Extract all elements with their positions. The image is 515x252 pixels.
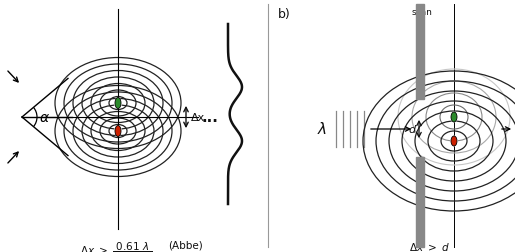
- Ellipse shape: [115, 126, 121, 137]
- Text: α: α: [40, 111, 48, 124]
- Text: Δx: Δx: [191, 113, 205, 122]
- Bar: [416, 158, 424, 247]
- Ellipse shape: [450, 112, 458, 123]
- Text: scan: scan: [411, 8, 433, 17]
- Text: λ: λ: [318, 122, 327, 137]
- Bar: [416, 5, 424, 100]
- Ellipse shape: [451, 137, 457, 146]
- Ellipse shape: [451, 113, 457, 122]
- Ellipse shape: [450, 136, 458, 147]
- Text: $\Delta x\ >\ d$: $\Delta x\ >\ d$: [409, 240, 451, 252]
- Ellipse shape: [114, 126, 122, 137]
- Text: $\Delta x\ >\ \dfrac{0.61\ \lambda}{n\,\sin(\alpha)}$: $\Delta x\ >\ \dfrac{0.61\ \lambda}{n\,\…: [80, 240, 153, 252]
- Text: b): b): [278, 8, 291, 21]
- Text: (Abbe): (Abbe): [168, 240, 203, 250]
- Ellipse shape: [115, 98, 121, 109]
- Ellipse shape: [114, 98, 122, 109]
- Text: d: d: [408, 124, 416, 135]
- Text: ...: ...: [201, 110, 218, 125]
